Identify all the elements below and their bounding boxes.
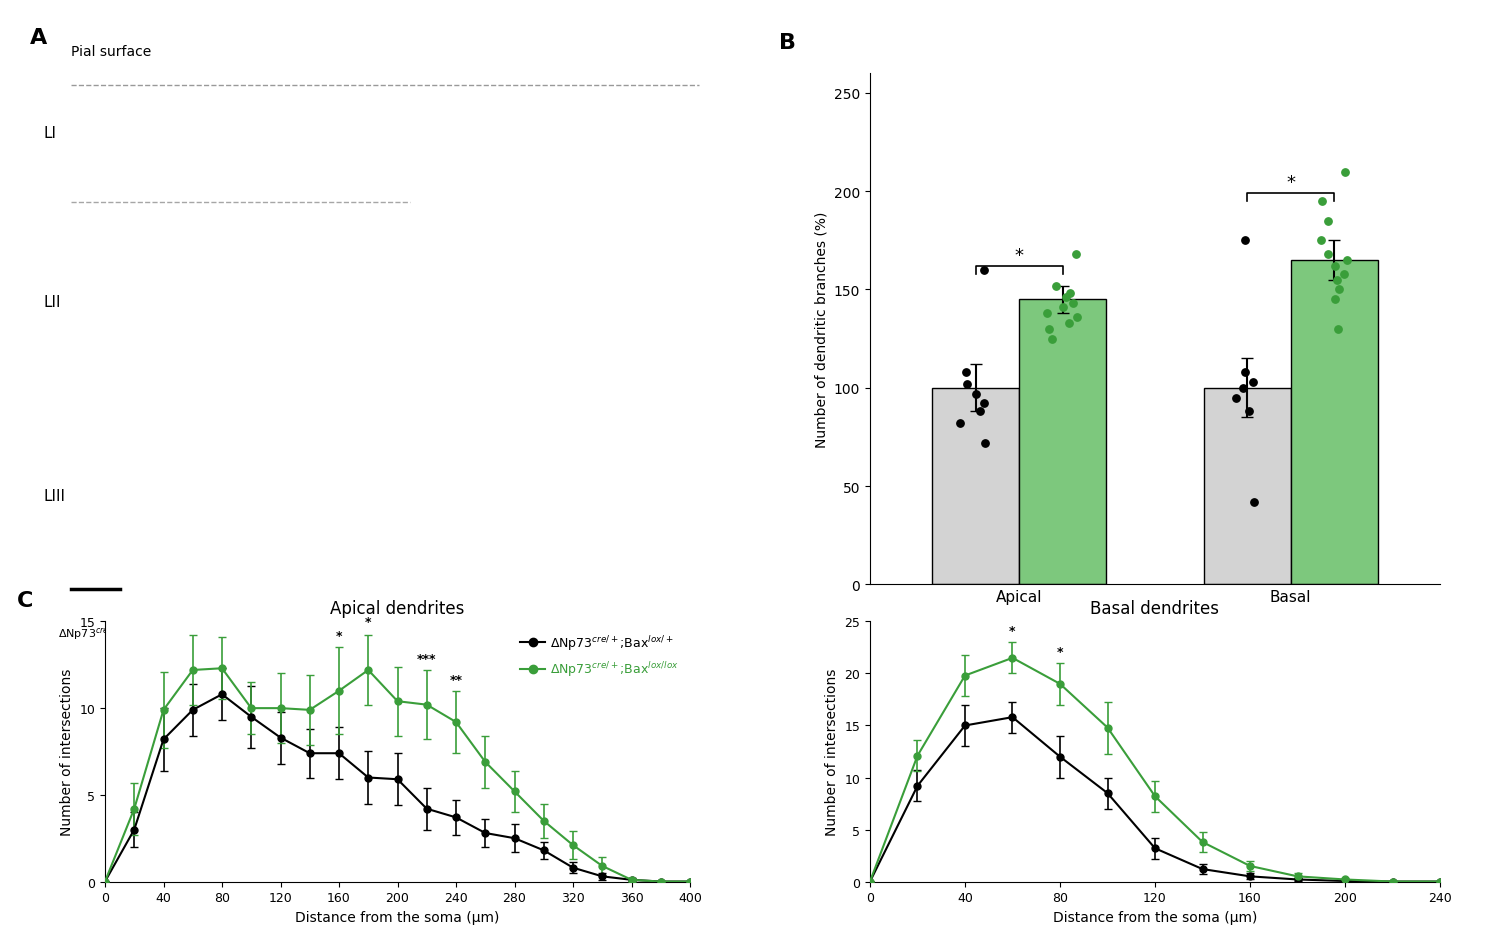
Text: $\Delta$Np73$^{cre/+}$;Bax$^{lox/+}$: $\Delta$Np73$^{cre/+}$;Bax$^{lox/+}$ <box>57 625 168 643</box>
Point <box>1233 366 1257 380</box>
Point <box>1058 316 1082 331</box>
Point <box>1323 292 1347 307</box>
Text: *: * <box>1056 645 1064 658</box>
Point <box>1328 283 1352 298</box>
Point <box>1038 322 1062 337</box>
Point <box>1316 214 1340 229</box>
Y-axis label: Number of dendritic branches (%): Number of dendritic branches (%) <box>815 212 828 447</box>
Text: *: * <box>1016 247 1025 264</box>
Point <box>1236 405 1260 419</box>
Text: LII: LII <box>44 295 62 310</box>
Point <box>972 436 996 451</box>
Text: *: * <box>364 615 372 628</box>
Text: $\Delta$Np73$^{cre/+}$;Bax$^{lox/lox}$: $\Delta$Np73$^{cre/+}$;Bax$^{lox/lox}$ <box>180 625 294 643</box>
Text: ***: *** <box>417 652 436 665</box>
Point <box>1310 234 1334 249</box>
Point <box>1058 287 1082 302</box>
Title: Apical dendrites: Apical dendrites <box>330 599 465 617</box>
Point <box>948 417 972 432</box>
Point <box>1060 297 1084 312</box>
Y-axis label: Number of intersections: Number of intersections <box>60 668 74 835</box>
Point <box>1334 165 1358 180</box>
Text: $\Delta$Np73$^{cre/+}$;Bax$^{lox/lox}$: $\Delta$Np73$^{cre/+}$;Bax$^{lox/lox}$ <box>512 625 626 643</box>
Point <box>1332 267 1356 282</box>
Bar <box>1204 388 1290 585</box>
Text: *: * <box>1286 174 1294 192</box>
Text: A: A <box>30 28 48 48</box>
Point <box>1065 248 1089 263</box>
Point <box>1233 234 1257 249</box>
Point <box>1326 322 1350 337</box>
Point <box>1224 391 1248 406</box>
Point <box>1242 495 1266 509</box>
Bar <box>1020 300 1106 585</box>
Legend: $\Delta$Np73$^{cre/+}$;Bax$^{lox/+}$, $\Delta$Np73$^{cre/+}$;Bax$^{lox/lox}$: $\Delta$Np73$^{cre/+}$;Bax$^{lox/+}$, $\… <box>514 628 684 683</box>
Point <box>1240 375 1264 390</box>
Point <box>1310 195 1334 210</box>
Point <box>1065 310 1089 325</box>
Point <box>1232 380 1256 395</box>
Point <box>1040 332 1064 347</box>
Text: LI: LI <box>44 125 57 140</box>
Point <box>1326 273 1350 288</box>
Bar <box>933 388 1020 585</box>
Point <box>956 377 980 392</box>
Point <box>1335 253 1359 268</box>
Point <box>1054 290 1078 305</box>
Point <box>964 387 988 402</box>
Point <box>972 264 996 278</box>
Text: C: C <box>18 590 33 611</box>
Text: Pial surface: Pial surface <box>72 45 152 59</box>
X-axis label: Distance from the soma (μm): Distance from the soma (μm) <box>1053 909 1257 924</box>
Point <box>1052 301 1076 316</box>
Bar <box>1290 261 1377 585</box>
Text: **: ** <box>450 673 462 686</box>
Point <box>1035 306 1059 321</box>
Text: B: B <box>778 33 796 54</box>
Text: *: * <box>336 629 342 642</box>
Text: $\Delta$Np73$^{cre/+}$;Bax$^{lox/+}$: $\Delta$Np73$^{cre/+}$;Bax$^{lox/+}$ <box>368 625 478 643</box>
Title: Basal dendrites: Basal dendrites <box>1090 599 1220 617</box>
X-axis label: Distance from the soma (μm): Distance from the soma (μm) <box>296 909 500 924</box>
Point <box>968 405 992 419</box>
Y-axis label: Number of intersections: Number of intersections <box>825 668 839 835</box>
Point <box>1317 248 1341 263</box>
Point <box>1323 259 1347 274</box>
Point <box>1044 278 1068 293</box>
Text: LIII: LIII <box>44 488 66 503</box>
Point <box>954 366 978 380</box>
Text: *: * <box>1010 625 1016 638</box>
Point <box>972 396 996 411</box>
